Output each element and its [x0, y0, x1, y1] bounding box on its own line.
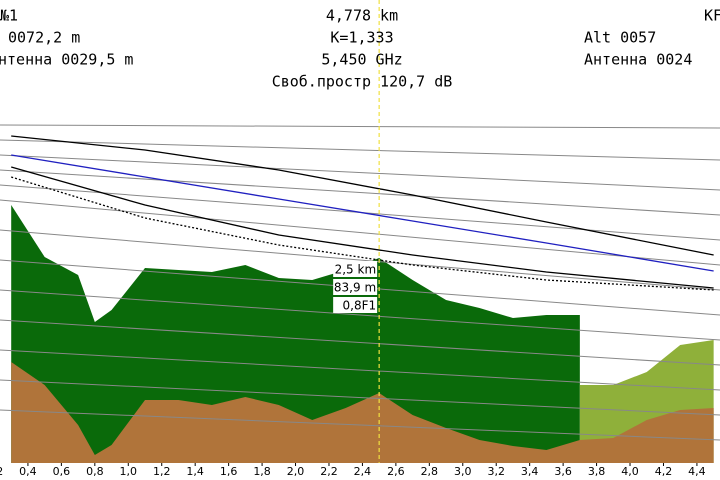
x-tick-label: 3,0: [454, 465, 472, 478]
x-tick-label: 2,0: [287, 465, 305, 478]
terrain-area: [11, 362, 714, 463]
link-info: 4,778 km: [326, 7, 398, 25]
left-site-info: нтенна 0029,5 m: [0, 51, 133, 69]
cursor-label-bg: [333, 297, 378, 313]
grid-lines: [0, 124, 720, 441]
x-tick-label: 1,8: [253, 465, 271, 478]
x-tick-label: 0,8: [86, 465, 104, 478]
right-site-info: KF: [704, 7, 720, 25]
cursor-label: 0,8F1: [343, 299, 377, 313]
x-tick-label: 3,2: [487, 465, 505, 478]
right-site-info: Alt 0057: [584, 29, 656, 47]
x-tick-label: 2,8: [421, 465, 439, 478]
x-tick-label: 0,6: [53, 465, 71, 478]
cursor-label-bg: [333, 261, 378, 277]
beam-line: [11, 176, 714, 291]
cursor-label: 2,5 km: [335, 263, 377, 277]
x-tick-label: 1,2: [153, 465, 171, 478]
x-tick-label: 3,6: [554, 465, 572, 478]
link-info: 5,450 GHz: [321, 51, 402, 69]
x-tick-label: 2,6: [387, 465, 405, 478]
axis-band: [0, 463, 720, 480]
x-tick-label: 3,8: [588, 465, 606, 478]
x-tick-label: 3,4: [521, 465, 539, 478]
x-tick-label: 1,4: [186, 465, 204, 478]
x-tick-label: 4,0: [621, 465, 639, 478]
x-tick-label: 2,2: [320, 465, 338, 478]
beam-line: [11, 166, 714, 289]
left-site-info: 0072,2 m: [8, 29, 80, 47]
link-info: K=1,333: [330, 29, 393, 47]
beam-line: [11, 154, 714, 272]
right-site-info: Антенна 0024: [584, 51, 692, 69]
x-tick-label: 2,4: [354, 465, 372, 478]
terrain-area: [11, 205, 580, 463]
cursor-label-bg: [333, 279, 378, 295]
left-site-info: №1: [0, 7, 18, 25]
x-tick-label: 1,0: [120, 465, 138, 478]
x-tick-label: 1,6: [220, 465, 238, 478]
cursor-label: 83,9 m: [334, 281, 376, 295]
x-tick-label: 4,2: [655, 465, 673, 478]
x-tick-label: 0,2: [0, 465, 3, 478]
x-tick-label: 4,4: [688, 465, 706, 478]
beam-line: [11, 135, 714, 256]
x-tick-label: 0,4: [19, 465, 37, 478]
link-info: Своб.простр 120,7 dB: [272, 73, 453, 91]
